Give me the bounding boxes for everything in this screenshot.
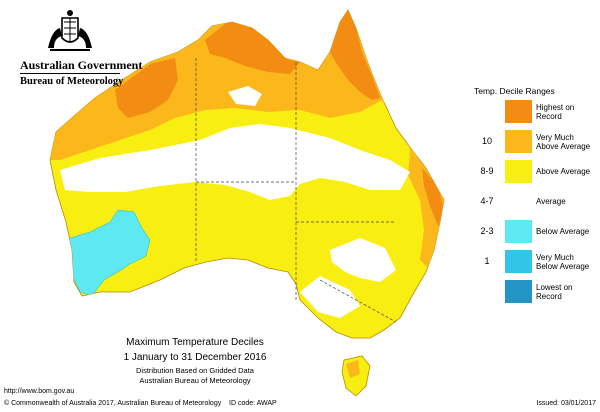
coat-of-arms-icon bbox=[48, 10, 92, 51]
region-average-central-north bbox=[60, 124, 410, 200]
legend-swatch bbox=[505, 100, 532, 123]
state-borders bbox=[195, 58, 397, 323]
legend-range: 4-7 bbox=[480, 196, 494, 206]
legend-label: Very Much Below Average bbox=[536, 252, 590, 271]
legend-label: Below Average bbox=[536, 227, 590, 236]
legend-swatch bbox=[505, 280, 532, 303]
region-average-south-central bbox=[330, 238, 396, 282]
legend-item-very-much-below: 1 Very Much Below Average bbox=[470, 250, 595, 273]
legend-range: 8-9 bbox=[480, 166, 494, 176]
legend-item-average: 4-7 Average bbox=[470, 190, 595, 213]
region-highest-north-top-end bbox=[205, 20, 300, 74]
region-average-south-east bbox=[300, 276, 360, 318]
caption-line-1: Distribution Based on Gridded Data bbox=[136, 366, 254, 375]
legend-label: Lowest on Record bbox=[536, 282, 573, 301]
region-below-average-southwest bbox=[63, 209, 151, 297]
caption-title: Maximum Temperature Deciles bbox=[126, 337, 264, 348]
legend-swatch bbox=[505, 250, 532, 273]
border-nsw-vic bbox=[319, 279, 397, 323]
region-highest-kimberley bbox=[115, 58, 178, 118]
issued-date: Issued: 03/01/2017 bbox=[536, 400, 596, 407]
legend-item-above: 8-9 Above Average bbox=[470, 160, 595, 183]
map-caption: Maximum Temperature Deciles 1 January to… bbox=[110, 336, 280, 385]
legend-item-highest: Highest on Record bbox=[470, 100, 595, 123]
id-code: ID code: AWAP bbox=[229, 400, 277, 407]
logo-divider bbox=[20, 73, 120, 74]
region-average-northwest-blob bbox=[228, 86, 262, 106]
legend: Temp. Decile Ranges Highest on Record 10… bbox=[470, 80, 595, 310]
legend-range: 2-3 bbox=[480, 226, 494, 236]
legend-label: Very Much Above Average bbox=[536, 132, 591, 151]
legend-title: Temp. Decile Ranges bbox=[474, 86, 555, 96]
legend-label: Highest on Record bbox=[536, 102, 575, 121]
legend-label: Above Average bbox=[536, 167, 591, 176]
government-logo: Australian Government Bureau of Meteorol… bbox=[8, 6, 142, 96]
legend-swatch bbox=[505, 160, 532, 183]
legend-range: 10 bbox=[481, 136, 492, 146]
caption-line-2: Australian Bureau of Meteorology bbox=[139, 375, 251, 385]
legend-item-very-much-above: 10 Very Much Above Average bbox=[470, 130, 595, 153]
region-tasmania-very-much-above bbox=[346, 360, 360, 378]
government-name: Australian Government bbox=[20, 58, 143, 72]
legend-item-lowest: Lowest on Record bbox=[470, 280, 595, 303]
caption-dates: 1 January to 31 December 2016 bbox=[123, 352, 267, 363]
legend-item-below: 2-3 Below Average bbox=[470, 220, 595, 243]
legend-swatch bbox=[505, 190, 532, 213]
region-highest-east-coast bbox=[422, 168, 444, 226]
legend-swatch bbox=[505, 130, 532, 153]
legend-range: 1 bbox=[484, 256, 490, 266]
region-highest-cape-york bbox=[330, 10, 380, 100]
bureau-name: Bureau of Meteorology bbox=[20, 76, 124, 87]
copyright-text: © Commonwealth of Australia 2017, Austra… bbox=[4, 400, 222, 407]
legend-label: Average bbox=[536, 197, 566, 206]
website-link[interactable]: http://www.bom.gov.au bbox=[4, 388, 75, 395]
legend-swatch bbox=[505, 220, 532, 243]
